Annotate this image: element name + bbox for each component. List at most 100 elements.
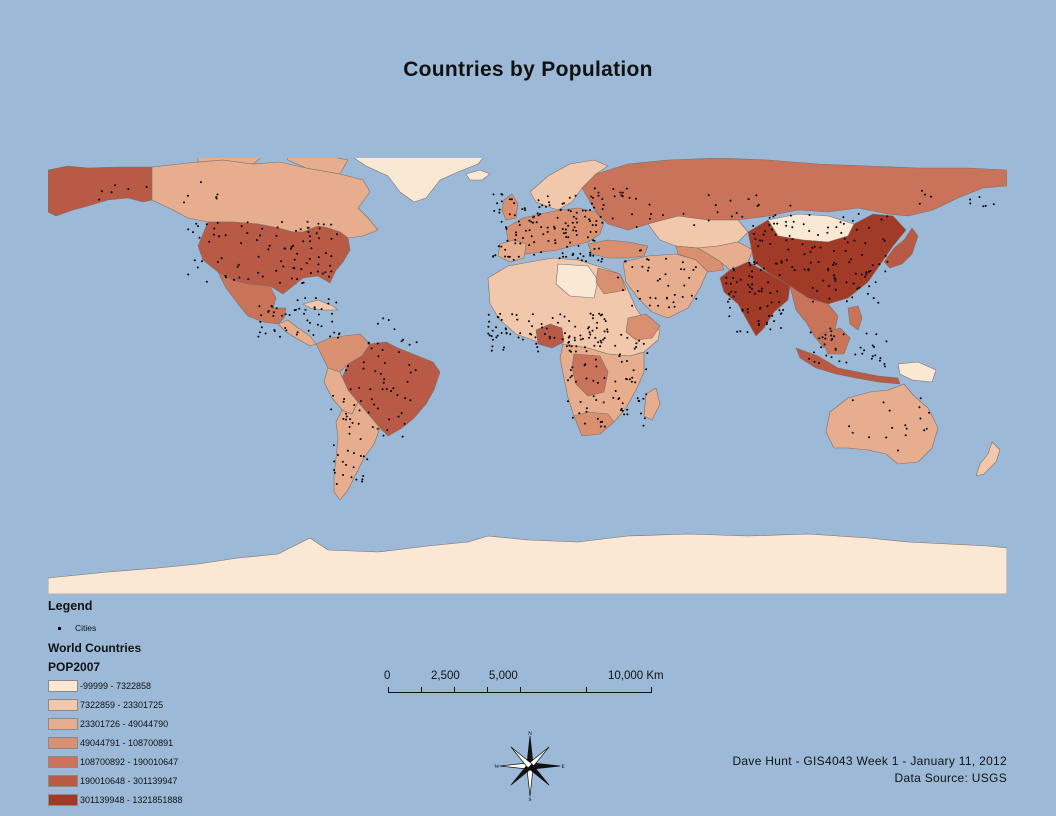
city-dot xyxy=(763,267,765,270)
country-india[interactable] xyxy=(719,261,791,337)
city-dot xyxy=(589,220,591,223)
city-dot xyxy=(775,262,777,265)
city-dot xyxy=(294,308,297,311)
country-canada-baffin[interactable] xyxy=(283,158,349,175)
city-dot xyxy=(501,193,504,196)
country-turkey[interactable] xyxy=(587,239,649,259)
country-uk[interactable] xyxy=(501,193,519,221)
country-ethiopia[interactable] xyxy=(625,313,661,341)
city-dot xyxy=(773,222,775,225)
city-dot xyxy=(793,269,796,272)
city-dot xyxy=(195,222,198,225)
country-japan[interactable] xyxy=(883,227,919,269)
city-dot xyxy=(496,334,499,337)
city-dot xyxy=(196,266,199,269)
country-antarctica[interactable] xyxy=(48,533,1007,594)
city-dot xyxy=(345,369,348,372)
city-dot xyxy=(362,455,365,458)
country-south-africa[interactable] xyxy=(573,411,615,437)
city-dot xyxy=(853,239,856,242)
city-dot xyxy=(373,403,376,406)
city-dot xyxy=(589,251,592,254)
city-dot xyxy=(769,242,772,245)
city-dot xyxy=(593,344,596,347)
country-iceland[interactable] xyxy=(465,169,491,181)
city-dot xyxy=(192,231,194,234)
city-dot xyxy=(498,208,501,211)
country-borneo[interactable] xyxy=(819,327,851,355)
city-dot xyxy=(330,223,333,226)
city-dot xyxy=(597,191,600,194)
map-frame[interactable] xyxy=(48,158,1007,594)
city-dot xyxy=(500,332,503,334)
city-dot xyxy=(647,266,650,269)
city-dot xyxy=(349,388,352,391)
country-philippines[interactable] xyxy=(847,305,863,331)
city-dot xyxy=(612,188,615,191)
country-greenland[interactable] xyxy=(344,158,488,203)
city-dot xyxy=(880,218,883,221)
country-indonesia[interactable] xyxy=(795,347,901,385)
city-dot xyxy=(571,366,574,369)
country-madagascar[interactable] xyxy=(643,387,661,421)
city-dot xyxy=(849,258,852,261)
country-cuba[interactable] xyxy=(302,299,339,311)
country-new-zealand[interactable] xyxy=(975,441,1001,477)
city-dot xyxy=(766,305,769,308)
city-dot xyxy=(599,345,602,348)
city-dot xyxy=(673,293,676,296)
city-dot xyxy=(614,390,617,392)
city-dots xyxy=(98,181,995,485)
country-russia[interactable] xyxy=(581,158,1007,231)
country-libya[interactable] xyxy=(555,263,599,299)
city-dot xyxy=(383,378,386,381)
country-argentina[interactable] xyxy=(333,401,381,501)
city-dot xyxy=(548,337,551,340)
city-dot xyxy=(510,198,513,201)
country-canada-islands[interactable] xyxy=(197,158,263,165)
country-papua[interactable] xyxy=(897,361,937,383)
city-dot xyxy=(100,190,103,193)
scale-tick xyxy=(520,687,521,693)
city-dot xyxy=(561,338,564,341)
country-egypt[interactable] xyxy=(595,267,627,295)
city-dot xyxy=(808,357,811,360)
city-dot xyxy=(877,301,880,304)
legend-class-row: 301139948 - 1321851888 xyxy=(48,794,182,808)
city-dot xyxy=(868,436,871,439)
city-dot xyxy=(785,239,788,242)
country-drc[interactable] xyxy=(571,353,609,397)
city-dot xyxy=(376,342,379,345)
city-dot xyxy=(807,268,810,271)
city-dot xyxy=(359,400,362,403)
city-dot xyxy=(547,239,550,242)
city-dot xyxy=(725,276,728,279)
city-dot xyxy=(505,227,508,230)
city-dot xyxy=(530,220,533,223)
country-central-asia[interactable] xyxy=(697,241,754,271)
city-dot xyxy=(528,219,531,222)
city-dot xyxy=(590,202,593,205)
city-dot xyxy=(639,249,642,252)
country-middle-east[interactable] xyxy=(622,253,709,319)
city-dot xyxy=(817,260,820,263)
city-dot xyxy=(382,381,385,384)
city-dot xyxy=(771,228,773,231)
city-dot xyxy=(739,278,742,281)
city-dot xyxy=(199,181,202,184)
city-dot xyxy=(337,336,339,339)
city-dot xyxy=(290,246,293,248)
country-alaska[interactable] xyxy=(48,165,153,217)
city-dot xyxy=(491,338,494,341)
city-dot xyxy=(623,413,626,416)
city-dot xyxy=(707,219,710,222)
city-dot xyxy=(638,400,641,402)
city-dot xyxy=(819,246,822,249)
city-dot xyxy=(367,341,370,344)
city-dot xyxy=(883,362,886,365)
country-australia[interactable] xyxy=(825,383,939,465)
city-dot xyxy=(839,221,842,224)
city-dot xyxy=(747,283,750,286)
city-dot xyxy=(303,312,306,315)
legend-field-name: POP2007 xyxy=(48,660,101,674)
